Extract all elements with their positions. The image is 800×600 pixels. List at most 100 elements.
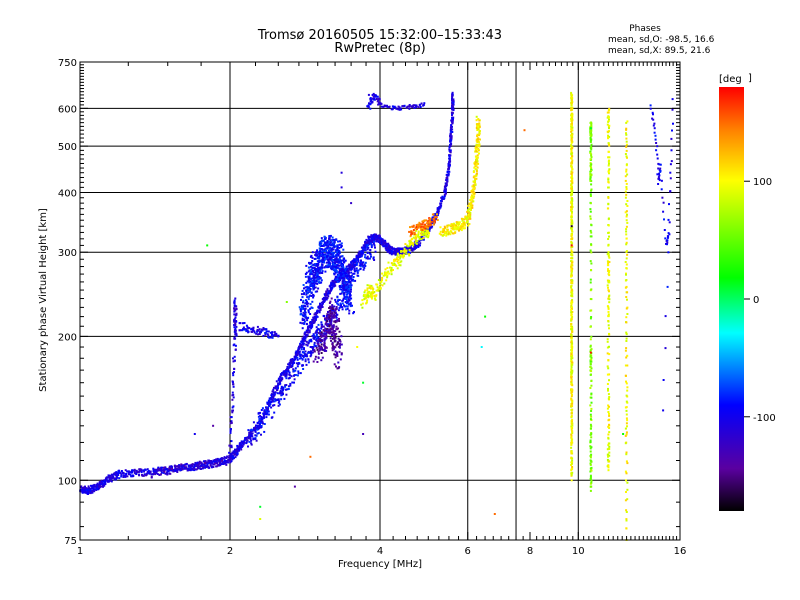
- data-point: [235, 320, 238, 323]
- data-point: [281, 372, 284, 374]
- data-point: [381, 240, 383, 243]
- data-point: [307, 295, 310, 298]
- data-point: [445, 185, 448, 188]
- data-point: [571, 390, 574, 393]
- data-point: [571, 205, 574, 208]
- data-point: [570, 428, 573, 431]
- data-point: [589, 170, 592, 173]
- data-point: [336, 302, 339, 305]
- data-point: [325, 324, 328, 327]
- data-point: [311, 264, 314, 267]
- data-point: [319, 244, 321, 247]
- data-point: [321, 259, 324, 261]
- data-point: [362, 261, 365, 264]
- data-point: [317, 350, 320, 353]
- data-point: [386, 267, 389, 269]
- data-point: [323, 341, 326, 344]
- data-point: [570, 176, 573, 179]
- data-point: [330, 327, 333, 330]
- data-point: [338, 251, 341, 254]
- data-point: [333, 241, 336, 244]
- data-point: [590, 243, 593, 246]
- data-point: [274, 333, 277, 336]
- data-point: [168, 465, 171, 468]
- data-point: [279, 391, 282, 394]
- data-point: [334, 265, 337, 268]
- data-point: [415, 236, 418, 239]
- data-point: [218, 458, 221, 461]
- data-point: [451, 101, 454, 104]
- data-point: [331, 341, 334, 344]
- data-point: [305, 281, 308, 284]
- data-point: [304, 339, 307, 342]
- data-point: [470, 196, 473, 199]
- data-point: [450, 227, 453, 230]
- data-point: [571, 466, 574, 468]
- data-point: [339, 358, 342, 361]
- data-point: [335, 316, 338, 319]
- data-point: [88, 490, 91, 493]
- data-point: [275, 380, 278, 383]
- data-point: [258, 333, 261, 335]
- data-point: [310, 281, 313, 284]
- data-point: [157, 468, 160, 471]
- data-point: [570, 469, 573, 472]
- data-point: [590, 153, 593, 156]
- data-point: [430, 221, 433, 224]
- data-point: [570, 374, 573, 377]
- data-point: [570, 360, 573, 363]
- data-point: [292, 370, 295, 373]
- data-point: [570, 452, 573, 455]
- data-point: [449, 151, 452, 154]
- data-point: [324, 322, 327, 325]
- data-point: [160, 470, 163, 473]
- data-point: [233, 359, 236, 362]
- data-point: [339, 344, 341, 347]
- data-point: [428, 229, 431, 232]
- data-point: [307, 342, 310, 345]
- data-point: [373, 94, 376, 96]
- data-point: [307, 325, 310, 328]
- data-point: [332, 262, 335, 265]
- data-point: [571, 115, 574, 118]
- data-point: [234, 329, 237, 332]
- data-point: [268, 397, 271, 400]
- data-point: [451, 128, 454, 131]
- data-point: [332, 269, 335, 272]
- data-point: [359, 263, 362, 266]
- data-point: [429, 220, 431, 223]
- data-point: [323, 315, 326, 318]
- data-point: [233, 299, 236, 302]
- data-point: [313, 334, 315, 337]
- data-point: [307, 286, 310, 289]
- data-point: [311, 351, 314, 354]
- data-point: [314, 286, 317, 289]
- data-point: [230, 421, 233, 424]
- data-point: [570, 353, 573, 356]
- data-point: [264, 333, 267, 336]
- data-point: [232, 357, 234, 360]
- data-point: [440, 204, 443, 207]
- data-point: [314, 331, 317, 334]
- data-point: [391, 107, 394, 110]
- data-point: [322, 329, 325, 331]
- data-point: [279, 381, 281, 384]
- data-point: [444, 226, 446, 229]
- data-point: [331, 305, 334, 308]
- data-point: [144, 468, 147, 471]
- data-point: [589, 158, 592, 161]
- data-point: [222, 461, 224, 464]
- data-point: [270, 393, 273, 396]
- data-point: [102, 480, 105, 483]
- data-point: [413, 243, 416, 246]
- data-point: [175, 467, 178, 470]
- data-point: [439, 202, 442, 205]
- data-point: [301, 358, 304, 361]
- data-point: [476, 160, 479, 163]
- data-point: [331, 236, 334, 239]
- data-point: [570, 152, 573, 155]
- data-point: [468, 202, 471, 205]
- data-point: [327, 323, 330, 326]
- data-point: [474, 177, 476, 180]
- data-point: [333, 316, 336, 319]
